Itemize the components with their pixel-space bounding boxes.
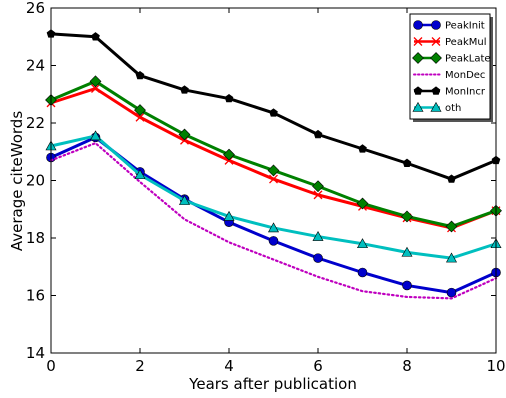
- data-point-peaklate: [89, 75, 102, 88]
- data-point-peaklate: [356, 197, 369, 210]
- data-point-peaklate: [312, 180, 324, 193]
- x-tick-label: 8: [402, 357, 412, 375]
- data-point-peakmul: [313, 190, 323, 200]
- legend-marker-peakinit: [431, 20, 441, 30]
- data-point-oth: [223, 210, 235, 221]
- data-point-peaklate: [401, 210, 413, 223]
- legend: PeakInit PeakMul PeakLate MonDec MonIncr oth: [409, 13, 493, 122]
- data-point-oth: [356, 238, 369, 249]
- data-point-peakmul: [135, 112, 145, 122]
- data-point-peakinit: [268, 236, 279, 246]
- legend-item-mondec: MonDec: [413, 70, 485, 81]
- y-tick-label: 14: [26, 344, 45, 362]
- series-monincr: [46, 29, 501, 183]
- legend-label-monincr: MonIncr: [445, 87, 486, 98]
- y-tick-label: 18: [26, 229, 45, 247]
- data-point-monincr: [224, 93, 234, 103]
- y-axis-title: Average citeWords: [8, 111, 26, 251]
- legend-marker-oth: [412, 101, 424, 112]
- legend-item-peakmul: PeakMul: [413, 37, 487, 48]
- data-point-oth: [445, 252, 458, 263]
- data-point-oth: [89, 130, 102, 141]
- data-point-peaklate: [445, 220, 458, 233]
- legend-marker-peakmul: [413, 37, 423, 46]
- data-point-peaklate: [223, 148, 235, 161]
- data-point-monincr: [402, 158, 412, 167]
- data-point-peakinit: [402, 280, 412, 291]
- data-point-oth: [134, 169, 146, 180]
- data-point-monincr: [269, 108, 278, 117]
- series-oth: [45, 130, 502, 263]
- legend-marker-oth: [430, 101, 442, 112]
- x-tick-label: 6: [313, 357, 323, 375]
- legend-label-peakmul: PeakMul: [445, 37, 487, 48]
- data-point-peaklate: [267, 164, 280, 177]
- data-point-oth: [312, 230, 324, 241]
- x-tick-label: 0: [46, 357, 56, 375]
- legend-item-oth: oth: [412, 101, 461, 114]
- data-point-peaklate: [134, 104, 146, 116]
- legend-marker-monincr: [413, 86, 423, 95]
- legend-label-oth: oth: [445, 103, 461, 114]
- data-point-peakmul: [91, 84, 100, 93]
- legend-marker-peaklate: [412, 52, 424, 64]
- data-point-oth: [267, 222, 280, 233]
- y-tick-label: 26: [26, 0, 45, 17]
- data-point-monincr: [358, 144, 367, 153]
- x-axis-title: Years after publication: [188, 375, 357, 393]
- data-point-monincr: [313, 129, 323, 139]
- legend-box: [409, 13, 491, 120]
- legend-marker-peaklate: [430, 52, 442, 64]
- x-tick-label: 4: [224, 357, 234, 375]
- plot-area: [45, 29, 502, 300]
- data-point-oth: [401, 246, 413, 257]
- data-point-peaklate: [178, 128, 191, 141]
- data-point-monincr: [135, 70, 145, 80]
- series-mondec: [49, 142, 498, 300]
- legend-item-monincr: MonIncr: [413, 86, 486, 98]
- data-point-peakinit: [357, 267, 368, 278]
- legend-label-peakinit: PeakInit: [445, 21, 485, 32]
- data-point-peakinit: [313, 253, 323, 263]
- y-tick-label: 20: [26, 172, 45, 190]
- series-line-mondec: [49, 142, 498, 300]
- x-tick-label: 10: [486, 357, 505, 375]
- legend-label-mondec: MonDec: [445, 70, 485, 81]
- data-point-monincr: [180, 85, 189, 94]
- x-tick-label: 2: [135, 357, 145, 375]
- y-tick-label: 16: [26, 287, 45, 305]
- legend-item-peaklate: PeakLate: [412, 52, 491, 65]
- data-point-peakinit: [446, 287, 457, 298]
- legend-marker-peakinit: [413, 20, 423, 30]
- legend-marker-peakmul: [431, 37, 441, 46]
- legend-marker-monincr: [431, 86, 441, 95]
- y-tick-label: 24: [26, 57, 45, 75]
- data-point-monincr: [447, 174, 456, 183]
- y-tick-label: 22: [26, 114, 45, 132]
- data-point-oth: [178, 195, 191, 205]
- legend-label-peaklate: PeakLate: [445, 54, 491, 65]
- data-point-peakmul: [269, 174, 278, 184]
- data-point-monincr: [91, 32, 100, 41]
- legend-item-peakinit: PeakInit: [413, 20, 485, 32]
